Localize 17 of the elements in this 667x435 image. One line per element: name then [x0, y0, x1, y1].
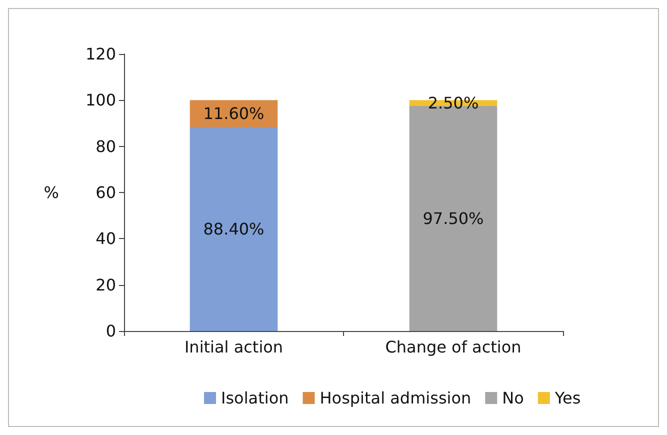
legend-label: Hospital admission — [320, 388, 472, 408]
y-tick-label: 0 — [106, 322, 116, 340]
y-axis-title: % — [44, 183, 59, 202]
y-tick-label: 100 — [85, 90, 116, 110]
legend-label: No — [502, 388, 524, 408]
data-label: 88.40% — [203, 219, 264, 238]
y-tick-label: 80 — [96, 136, 116, 156]
y-tick-label: 40 — [96, 229, 116, 248]
x-tick-label: Initial action — [184, 338, 284, 356]
data-label: 97.50% — [422, 208, 484, 228]
legend-label: Yes — [554, 388, 581, 408]
y-tick-label: 120 — [85, 44, 116, 64]
y-tick-label: 60 — [96, 183, 116, 202]
data-label: 11.60% — [203, 104, 264, 124]
x-tick-label: Change of action — [385, 338, 522, 356]
legend-label: Isolation — [221, 388, 289, 408]
y-tick-label: 20 — [96, 275, 116, 294]
